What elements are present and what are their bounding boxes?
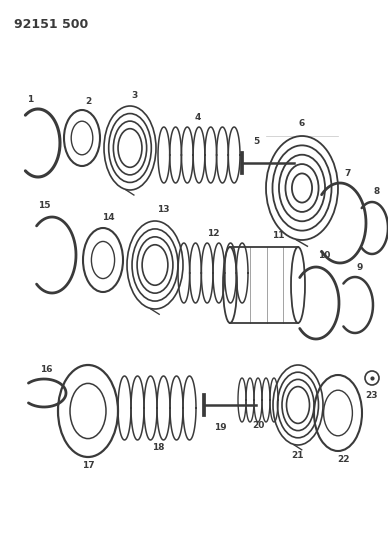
Text: 4: 4: [195, 112, 201, 122]
Text: 8: 8: [374, 188, 380, 197]
Text: 3: 3: [131, 92, 137, 101]
Text: 21: 21: [292, 450, 304, 459]
Text: 9: 9: [357, 262, 363, 271]
Text: 17: 17: [82, 462, 94, 471]
Text: 14: 14: [102, 214, 114, 222]
Text: 10: 10: [318, 252, 330, 261]
Text: 6: 6: [299, 118, 305, 127]
Text: 23: 23: [366, 392, 378, 400]
Text: 19: 19: [214, 423, 226, 432]
Text: 18: 18: [152, 443, 164, 453]
Text: 22: 22: [337, 456, 349, 464]
Text: 13: 13: [157, 206, 169, 214]
Text: 1: 1: [27, 94, 33, 103]
Text: 12: 12: [207, 229, 219, 238]
Text: 16: 16: [40, 365, 52, 374]
Text: 15: 15: [38, 201, 50, 211]
Text: 92151 500: 92151 500: [14, 18, 88, 31]
Ellipse shape: [223, 247, 237, 323]
Text: 2: 2: [85, 96, 91, 106]
Text: 20: 20: [252, 421, 264, 430]
Text: 5: 5: [253, 136, 259, 146]
Text: 7: 7: [345, 168, 351, 177]
Text: 11: 11: [272, 230, 284, 239]
